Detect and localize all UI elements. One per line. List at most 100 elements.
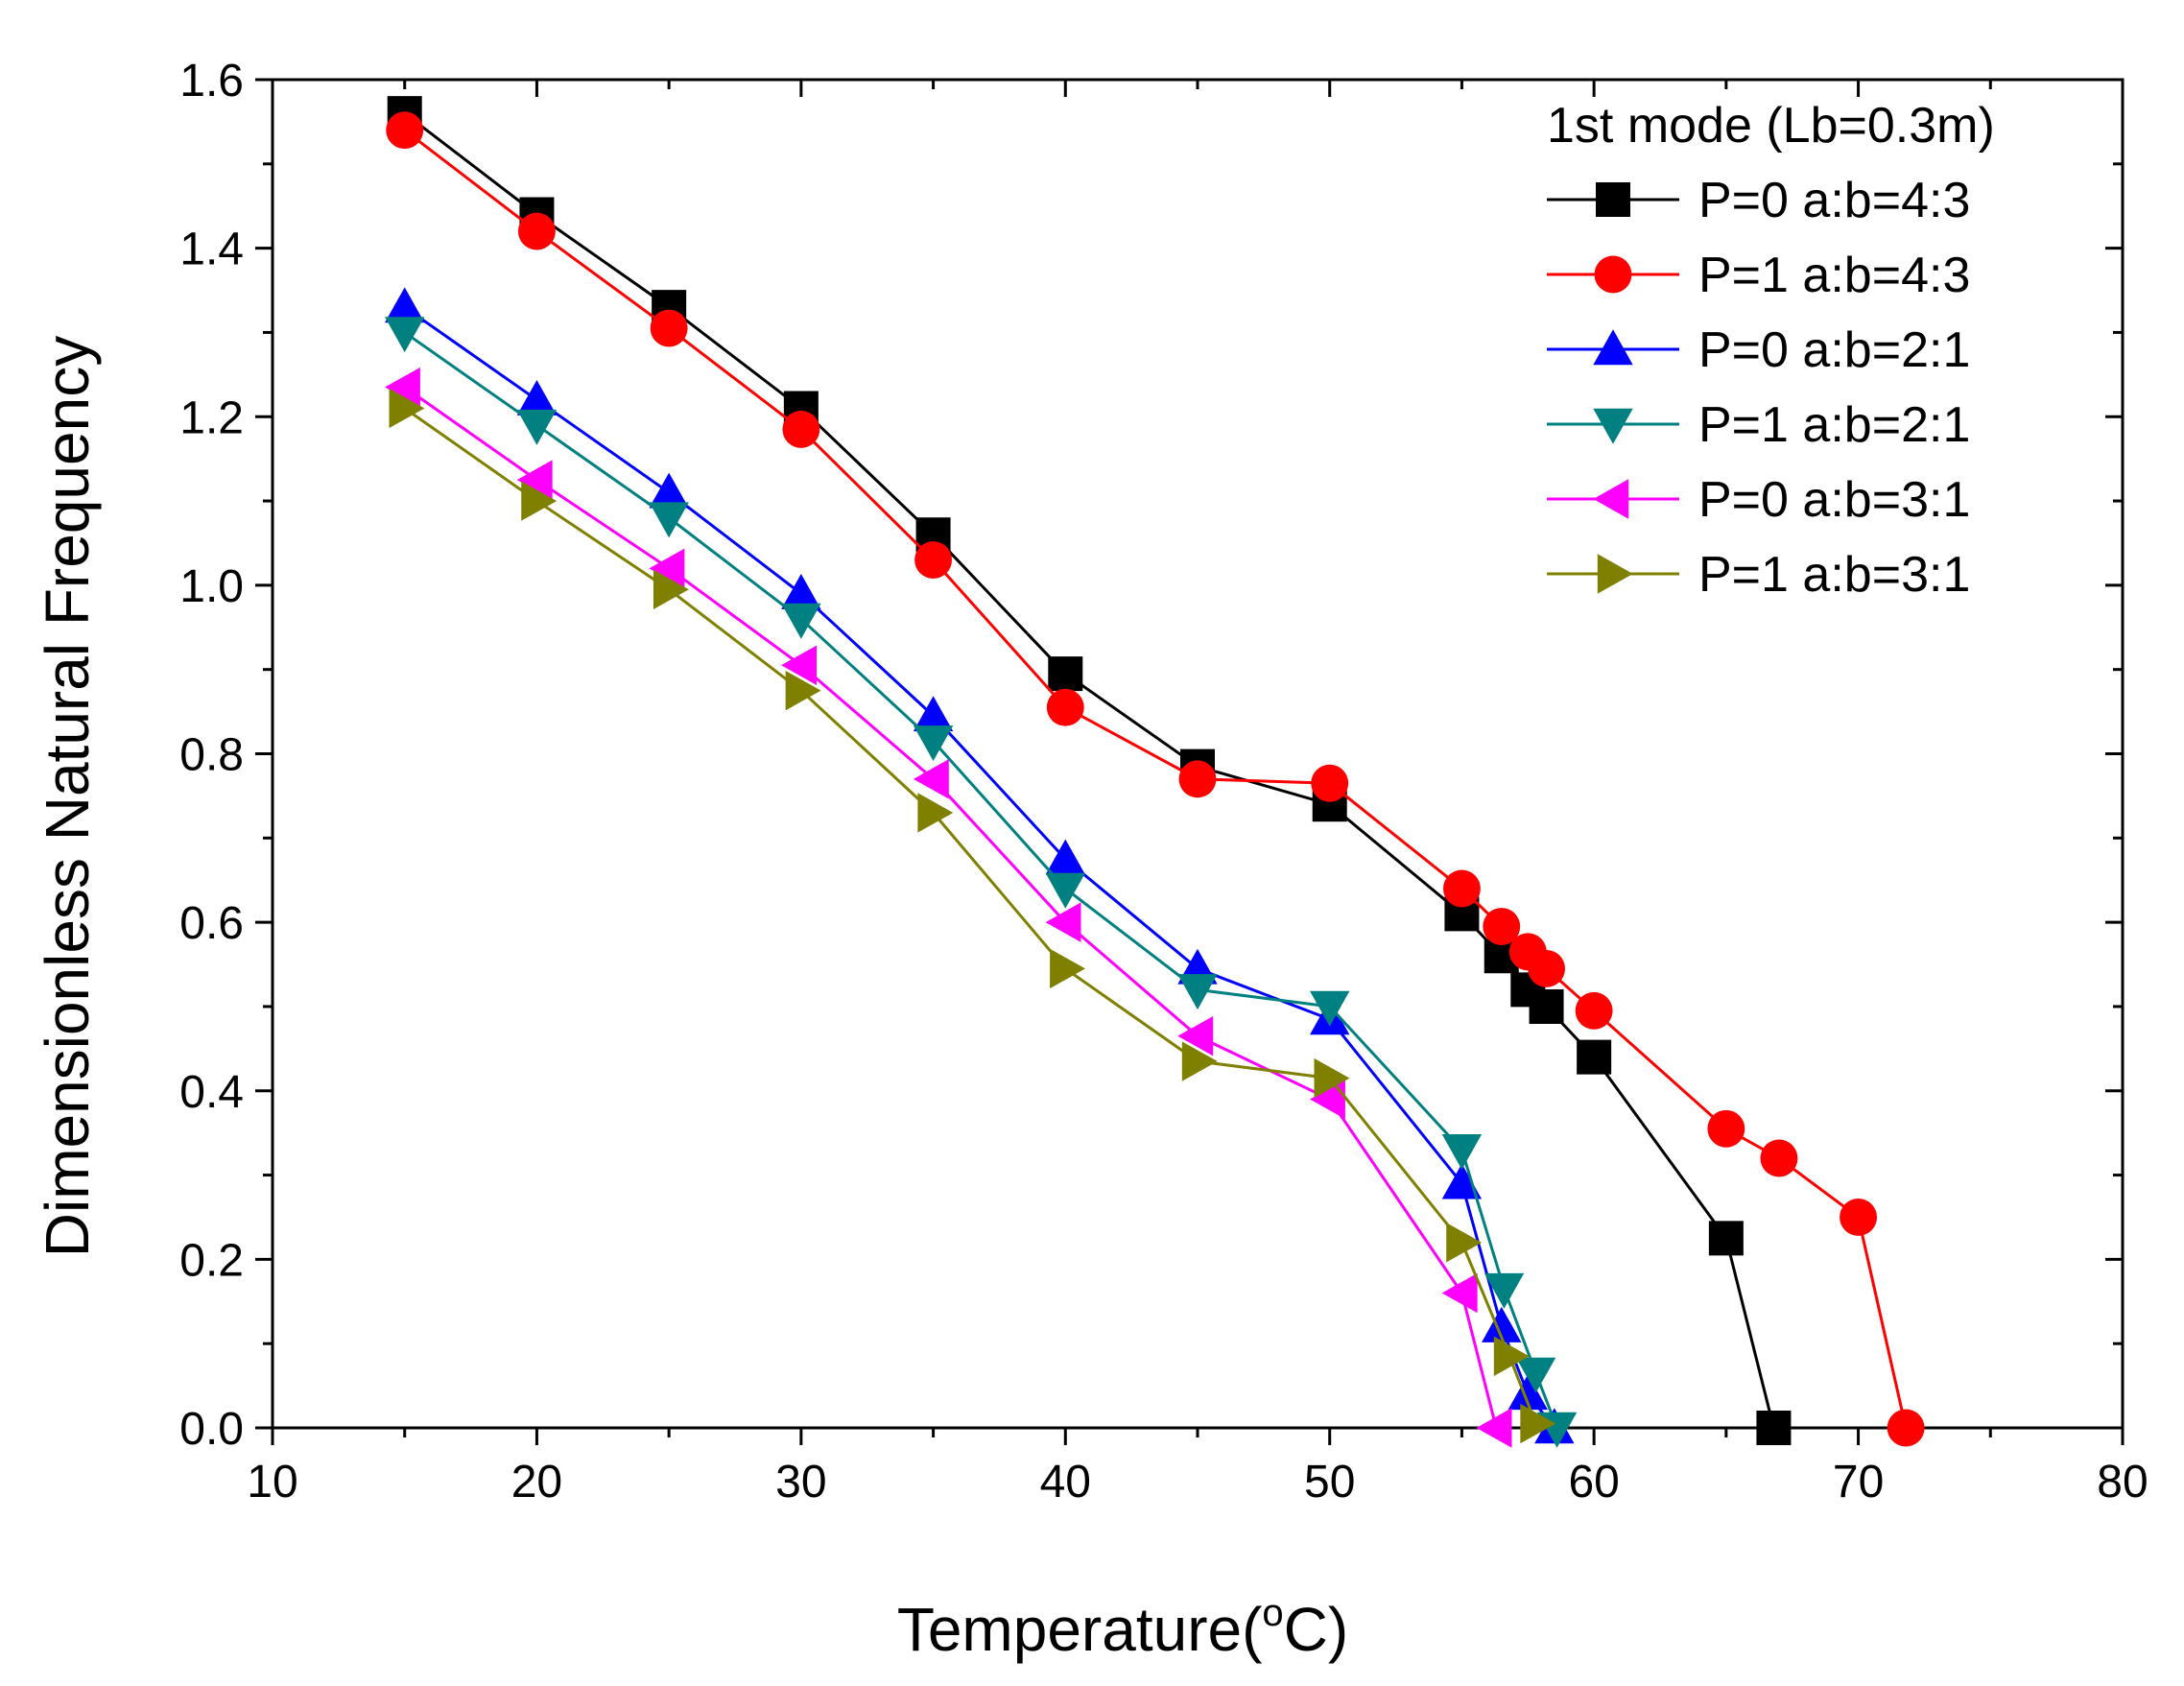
legend-marker [1594, 255, 1632, 294]
data-point [649, 548, 685, 589]
series-layer [385, 96, 1925, 1448]
data-point [1314, 1057, 1350, 1099]
series-6 [389, 388, 1556, 1444]
data-point [1529, 988, 1564, 1024]
data-point [915, 517, 951, 553]
data-point [913, 696, 954, 732]
legend: 1st mode (Lb=0.3m) P=0 a:b=4:3 P=1 a:b=4:3… [1547, 98, 1995, 603]
legend-item: P=1 a:b=3:1 [1547, 547, 1970, 603]
data-point [1181, 1041, 1218, 1081]
legend-title: 1st mode (Lb=0.3m) [1547, 98, 1995, 154]
data-point [649, 472, 689, 509]
data-point [516, 409, 558, 445]
x-axis-title-unit: C) [1284, 1595, 1349, 1664]
data-point [1482, 1306, 1522, 1342]
data-point [1756, 1411, 1792, 1445]
data-point [1311, 764, 1349, 802]
legend-marker [1593, 329, 1633, 366]
data-point [1441, 1163, 1483, 1199]
data-point [1048, 656, 1083, 692]
data-point [1515, 1357, 1556, 1393]
x-tick-label: 80 [2097, 1457, 2148, 1508]
data-point [386, 111, 424, 150]
data-point [385, 367, 420, 408]
data-point [781, 645, 818, 685]
x-axis-title-degree: o [1262, 1592, 1283, 1634]
data-point [1708, 1221, 1744, 1256]
data-point [917, 793, 954, 833]
y-tick-label: 1.0 [179, 561, 244, 612]
legend-item: P=1 a:b=4:3 [1547, 248, 1970, 303]
y-tick-label: 0.0 [179, 1404, 244, 1455]
series-line [403, 386, 1498, 1429]
data-point [1177, 974, 1218, 1010]
data-point [1446, 1223, 1483, 1263]
data-point [781, 603, 821, 639]
data-point [1441, 1272, 1478, 1314]
data-point [913, 759, 949, 799]
legend-item: P=1 a:b=2:1 [1547, 397, 1970, 453]
data-point [914, 541, 953, 579]
axes: 10 20 30 40 50 60 70 80 0.0 0.2 0.4 0.6 0.8 1.0 1.2 1.4… [179, 56, 2148, 1508]
legend-item: P=0 a:b=3:1 [1547, 472, 1970, 528]
legend-label: P=1 a:b=2:1 [1698, 397, 1970, 453]
data-point [1045, 839, 1085, 875]
legend-item: P=0 a:b=4:3 [1547, 173, 1970, 228]
y-tick-label: 1.2 [179, 392, 244, 443]
legend-label: P=0 a:b=2:1 [1698, 322, 1970, 378]
data-point [1577, 1039, 1612, 1075]
legend-marker [1593, 408, 1633, 444]
data-point [516, 379, 558, 416]
y-tick-label: 0.8 [179, 730, 244, 781]
data-point [1520, 1403, 1556, 1444]
data-point [1575, 991, 1613, 1030]
x-tick-label: 40 [1040, 1457, 1091, 1508]
x-tick-label: 60 [1568, 1457, 1619, 1508]
data-point [1444, 896, 1480, 932]
x-tick-label: 50 [1304, 1457, 1355, 1508]
x-tick-label: 70 [1833, 1457, 1884, 1508]
y-tick-label: 1.4 [179, 225, 244, 275]
legend-marker [1593, 479, 1629, 519]
series-line [403, 407, 1537, 1425]
data-point [1528, 949, 1566, 987]
data-point [1760, 1139, 1798, 1177]
data-point [1177, 1015, 1214, 1057]
data-point [649, 502, 689, 538]
y-tick-label: 0.2 [179, 1235, 244, 1286]
series-line [403, 331, 1558, 1429]
data-point [1483, 908, 1521, 945]
series-5 [385, 367, 1512, 1448]
legend-marker [1597, 554, 1633, 594]
data-point [1476, 1408, 1512, 1448]
data-point [1046, 688, 1084, 726]
y-axis-title: Dimensionless Natural Frequency [33, 336, 102, 1257]
y-tick-label: 1.6 [179, 56, 244, 107]
data-point [1310, 990, 1350, 1027]
data-point [385, 317, 425, 353]
data-point [1887, 1409, 1925, 1447]
series-2 [386, 111, 1925, 1447]
x-tick-label: 20 [511, 1457, 562, 1508]
data-point [785, 670, 821, 711]
series-line [403, 129, 1908, 1429]
data-point [782, 410, 820, 448]
series-4 [385, 317, 1578, 1448]
data-point [1310, 1079, 1345, 1120]
legend-label: P=1 a:b=4:3 [1698, 248, 1970, 303]
data-point [650, 309, 688, 347]
x-tick-label: 30 [775, 1457, 826, 1508]
series-1 [387, 96, 1792, 1445]
data-point [1840, 1199, 1878, 1236]
data-point [1045, 902, 1081, 942]
x-axis-title-main: Temperature( [897, 1595, 1263, 1664]
legend-marker [1596, 182, 1630, 217]
data-point [781, 573, 821, 609]
data-point [1493, 1336, 1530, 1377]
data-point [1507, 1374, 1548, 1411]
y-tick-label: 0.6 [179, 898, 244, 949]
x-axis-title: Temperature(oC) [897, 1592, 1348, 1664]
data-point [1050, 948, 1085, 989]
data-point [913, 725, 954, 762]
